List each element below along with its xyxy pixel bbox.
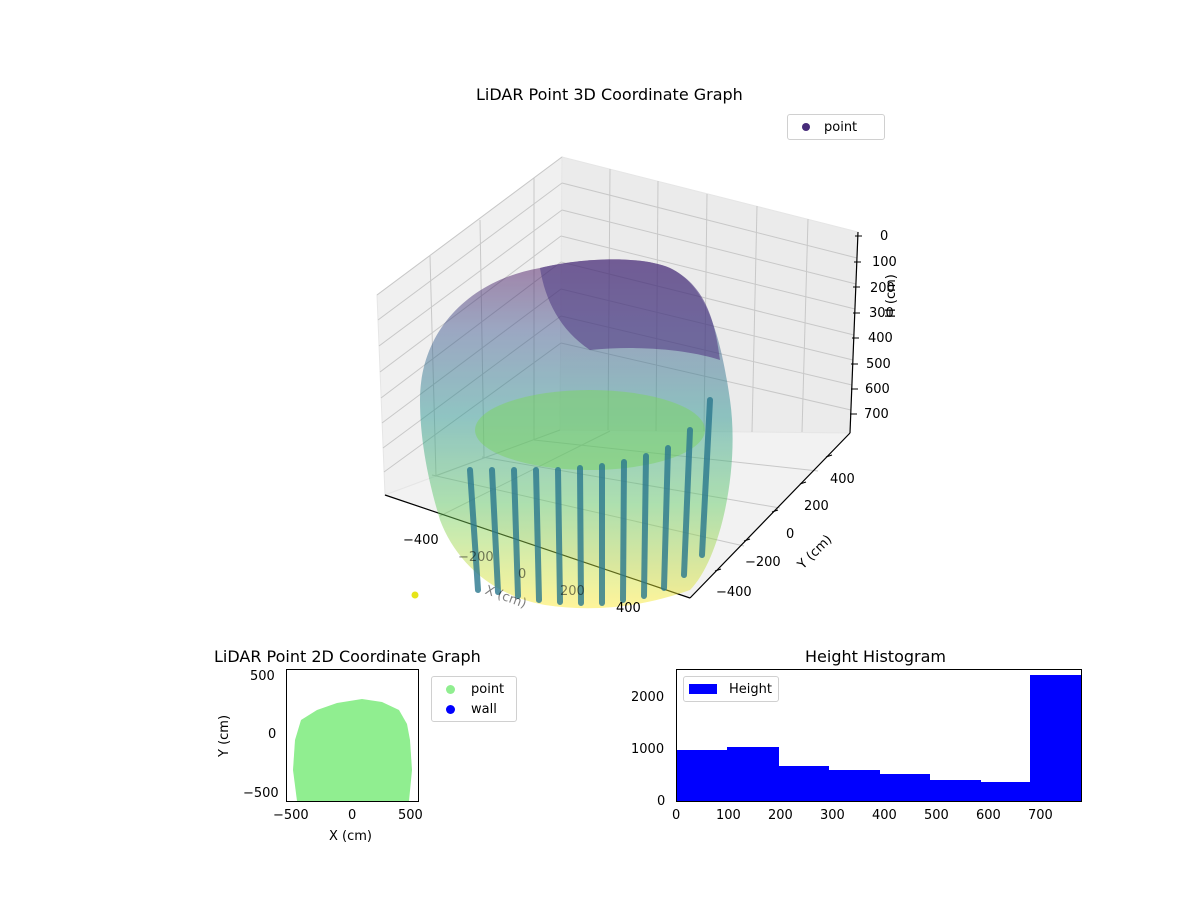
legend-point-label: point — [824, 119, 858, 135]
y-tick: 0 — [786, 527, 795, 542]
x-tick: −200 — [458, 550, 494, 565]
hist-bar — [879, 774, 930, 801]
plot3d-legend: point — [787, 114, 885, 140]
hist-x-tick: 100 — [716, 808, 741, 823]
hist-bar — [828, 770, 880, 801]
z-tick: 500 — [866, 357, 891, 372]
legend-point-marker-icon — [802, 123, 810, 131]
histogram-title: Height Histogram — [805, 647, 946, 666]
hist-x-tick: 700 — [1028, 808, 1053, 823]
plot2d-title: LiDAR Point 2D Coordinate Graph — [214, 647, 481, 666]
plot2d-y-tick: 0 — [268, 727, 277, 742]
hist-bar — [980, 782, 1031, 801]
hist-x-tick: 300 — [820, 808, 845, 823]
hist-bar — [677, 750, 728, 801]
hist-bar — [727, 747, 779, 801]
y-tick: −400 — [716, 585, 752, 600]
hist-x-tick: 600 — [976, 808, 1001, 823]
hist-bar — [1030, 675, 1081, 801]
y-tick: −200 — [745, 555, 781, 570]
hist-y-tick: 2000 — [631, 690, 665, 705]
z-tick: 0 — [880, 229, 889, 244]
hist-x-tick: 400 — [872, 808, 897, 823]
z-tick: 200 — [870, 281, 895, 296]
x-tick: 400 — [616, 601, 641, 616]
outlier-point — [411, 591, 419, 599]
x-tick: −400 — [403, 533, 439, 548]
histogram-legend: Height — [683, 676, 779, 702]
plot2d-x-tick: 500 — [398, 808, 423, 823]
plot2d-legend: point wall — [431, 676, 517, 722]
point-columns — [467, 397, 713, 606]
legend-wall-label: wall — [471, 701, 497, 717]
hist-x-tick: 0 — [672, 808, 681, 823]
plot3d-title: LiDAR Point 3D Coordinate Graph — [476, 85, 743, 104]
plot2d-axes — [286, 669, 419, 802]
y-tick: 200 — [804, 499, 829, 514]
plot2d-y-axis-label: Y (cm) — [217, 714, 232, 757]
legend-wall-marker-icon — [446, 704, 455, 714]
point-cloud — [420, 259, 733, 609]
plot2d-y-tick: 500 — [250, 669, 275, 684]
plot2d-points — [293, 699, 412, 801]
x-tick: 200 — [560, 584, 585, 599]
hist-bar — [778, 766, 829, 801]
z-tick: 300 — [869, 306, 894, 321]
histogram-axes — [676, 669, 1082, 802]
z-tick: 100 — [872, 255, 897, 270]
histogram-bars — [677, 675, 1081, 801]
z-tick: 700 — [864, 407, 889, 422]
plot2d-x-tick: 0 — [348, 808, 357, 823]
hist-x-tick: 500 — [924, 808, 949, 823]
plot3d-ticks — [714, 235, 862, 572]
hist-x-tick: 200 — [768, 808, 793, 823]
legend-point-label: point — [471, 681, 505, 697]
z-tick: 600 — [865, 382, 890, 397]
plot2d-x-axis-label: X (cm) — [329, 829, 372, 844]
plot2d-y-tick: −500 — [243, 786, 279, 801]
hist-bar — [929, 780, 981, 801]
hist-y-tick: 0 — [657, 794, 666, 809]
legend-height-swatch-icon — [689, 684, 717, 694]
z-tick: 400 — [868, 331, 893, 346]
legend-point-marker-icon — [446, 684, 455, 694]
plot2d-x-tick: −500 — [273, 808, 309, 823]
legend-height-label: Height — [729, 681, 772, 697]
hist-y-tick: 1000 — [631, 742, 665, 757]
y-tick: 400 — [830, 472, 855, 487]
z-axis-label: H (cm) — [884, 274, 899, 318]
x-tick: 0 — [518, 567, 527, 582]
